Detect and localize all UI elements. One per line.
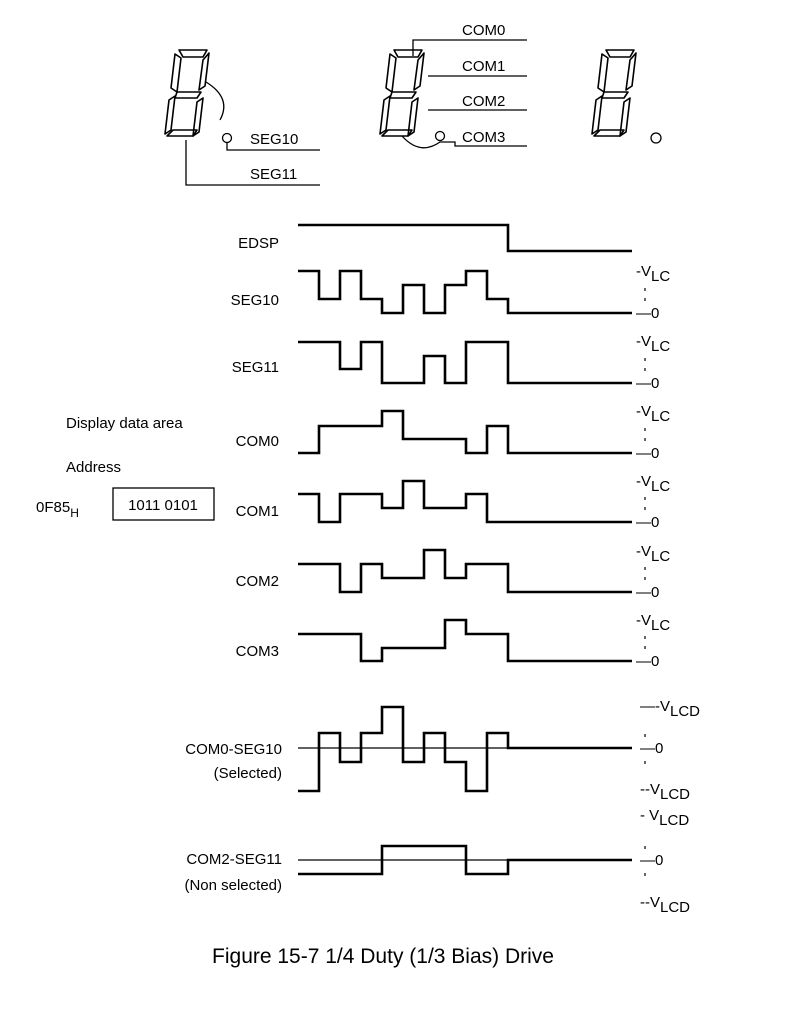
- segment-a: [178, 49, 208, 58]
- digit-label-com0: COM0: [462, 22, 505, 39]
- digit-label-seg10: SEG10: [250, 131, 298, 148]
- level-vlc: -VLC: [636, 333, 670, 355]
- wire-com3: [401, 135, 527, 149]
- wire-seg11: [185, 140, 320, 186]
- label-com0: COM0: [236, 433, 279, 450]
- figure-caption: Figure 15-7 1/4 Duty (1/3 Bias) Drive: [212, 945, 554, 968]
- label-seg10: SEG10: [231, 292, 279, 309]
- label-com2-seg11: COM2-SEG11: [186, 851, 282, 868]
- wave-seg10: [298, 269, 632, 315]
- level-zero: —0: [636, 584, 659, 601]
- level-vlc: -VLC: [636, 263, 670, 285]
- wave-com0-seg10: [298, 705, 632, 793]
- segment-f: [170, 53, 182, 93]
- digit-middle: [379, 49, 425, 137]
- segment-b: [625, 52, 637, 91]
- segment-f: [597, 53, 609, 93]
- level-zero: —0: [640, 740, 663, 757]
- address-label: Address: [66, 459, 121, 476]
- wave-com3: [298, 618, 632, 663]
- label-com1: COM1: [236, 503, 279, 520]
- digit-left: [164, 49, 210, 137]
- level-vlcd: —-VLCD: [640, 698, 700, 720]
- level-vlc: -VLC: [636, 612, 670, 634]
- level-markers: -VLC —0 -VLC —0 -VLC —0 -VLC —0 -VLC —0 …: [636, 263, 700, 916]
- segment-g: [601, 91, 629, 99]
- level-vlc: -VLC: [636, 473, 670, 495]
- level-zero: —0: [640, 852, 663, 869]
- segment-e: [164, 95, 176, 135]
- level-vlc: -VLC: [636, 543, 670, 565]
- segment-e: [591, 95, 603, 135]
- segment-a: [393, 49, 423, 58]
- display-data-box: [112, 487, 215, 521]
- label-edsp: EDSP: [238, 235, 279, 252]
- label-com0-seg10: COM0-SEG10: [185, 741, 282, 758]
- wave-com2: [298, 548, 632, 594]
- label-com2: COM2: [236, 573, 279, 590]
- display-data-area-label: Display data area: [66, 415, 183, 432]
- segment-g: [174, 91, 202, 99]
- wave-edsp: [298, 223, 632, 253]
- level-zero: —0: [636, 305, 659, 322]
- digit-right: [591, 49, 637, 137]
- display-data-value: 1011 0101: [128, 497, 198, 514]
- segment-d: [593, 129, 625, 137]
- level-zero: —0: [636, 653, 659, 670]
- decimal-point: [434, 130, 446, 142]
- segment-d: [166, 129, 198, 137]
- level-neg-vlcd: --VLCD: [640, 894, 690, 916]
- wave-com0: [298, 409, 632, 455]
- decimal-point: [650, 132, 662, 144]
- level-neg-vlcd: --VLCD: [640, 781, 690, 803]
- digit-label-com2: COM2: [462, 93, 505, 110]
- digit-label-com1: COM1: [462, 58, 505, 75]
- decimal-point: [221, 132, 233, 144]
- digit-label-com3: COM3: [462, 129, 505, 146]
- wire-com0: [412, 39, 527, 56]
- segment-g: [389, 91, 417, 99]
- segment-b: [198, 52, 210, 91]
- wire-seg10: [226, 142, 320, 151]
- level-zero: —0: [636, 514, 659, 531]
- wave-com2-seg11: [298, 844, 632, 876]
- wire-seg10-arc: [205, 81, 225, 121]
- segment-f: [385, 53, 397, 93]
- label-com3: COM3: [236, 643, 279, 660]
- segment-e: [379, 95, 391, 135]
- level-zero: —0: [636, 375, 659, 392]
- label-selected-note: (Selected): [214, 765, 282, 782]
- wave-seg11: [298, 340, 632, 385]
- segment-b: [413, 52, 425, 91]
- level-zero: —0: [636, 445, 659, 462]
- address-value: 0F85H: [36, 499, 79, 520]
- level-vlc: -VLC: [636, 403, 670, 425]
- label-nonselected-note: (Non selected): [184, 877, 282, 894]
- level-vlcd: - VLCD: [640, 807, 689, 829]
- segment-a: [605, 49, 635, 58]
- label-seg11: SEG11: [232, 359, 279, 376]
- digit-label-seg11: SEG11: [250, 166, 297, 183]
- segment-d: [381, 129, 413, 137]
- wave-com1: [298, 479, 632, 524]
